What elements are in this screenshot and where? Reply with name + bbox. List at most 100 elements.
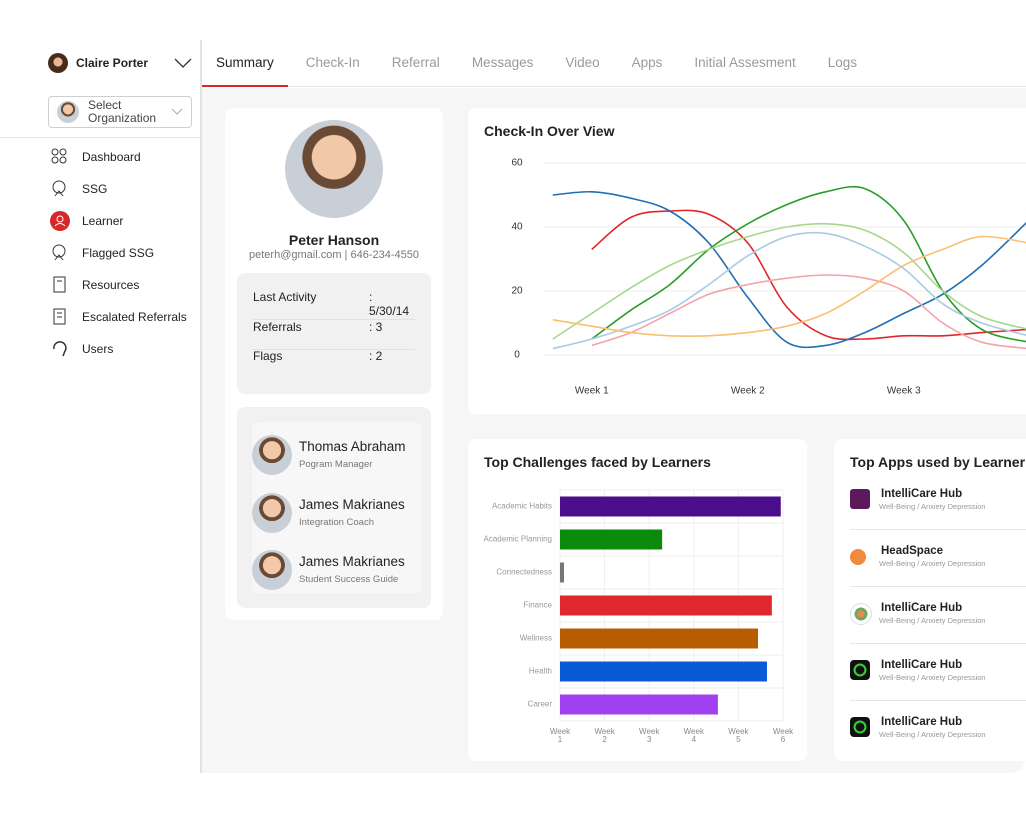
member-photo <box>252 435 292 475</box>
category-label: Finance <box>524 601 553 610</box>
member-role: Pogram Manager <box>299 459 373 470</box>
app-item[interactable]: IntelliCare Hub Well-Being / Anxiety Depr… <box>850 485 1026 515</box>
user-avatar <box>48 53 68 73</box>
stat-value: : 5/30/14 <box>369 290 410 318</box>
y-tick-label: 0 <box>514 350 520 361</box>
y-tick-label: 40 <box>511 222 523 233</box>
nav-icon <box>50 211 70 231</box>
line-series <box>552 222 1026 340</box>
x-tick-label: Week 5 <box>728 727 749 744</box>
profile-name: Peter Hanson <box>288 232 380 248</box>
x-tick-label: Week 1 <box>549 727 571 744</box>
member-role: Student Success Guide <box>299 574 399 585</box>
team-box: Thomas Abraham Pogram Manager James Makria… <box>237 407 431 608</box>
nav-icon <box>53 308 66 325</box>
tab[interactable]: Initial Assesment <box>694 55 796 70</box>
app-item[interactable]: IntelliCare Hub Well-Being / Anxiety Depr… <box>850 656 1026 686</box>
bar <box>560 661 767 682</box>
nav-item[interactable]: Dashboard <box>0 145 200 169</box>
bar <box>560 529 663 550</box>
stat-label: Last Activity <box>253 290 317 304</box>
line-series <box>552 231 1026 350</box>
app-name: IntelliCare Hub <box>881 659 963 671</box>
nav-item[interactable]: Escalated Referrals <box>0 305 200 329</box>
chevron[interactable] <box>174 57 192 69</box>
category-label: Academic Habits <box>492 502 552 511</box>
nav-item[interactable]: Flagged SSG <box>0 241 200 265</box>
x-tick-label: Week 3 <box>639 727 660 744</box>
app-icon <box>850 603 872 625</box>
x-tick-label: Week 2 <box>594 727 615 744</box>
team-member: James Makrianes Student Success Guide <box>252 547 422 591</box>
app-name: IntelliCare Hub <box>881 602 963 614</box>
challenges-card: Top Challenges faced by Learners Academi… <box>468 439 807 761</box>
member-photo <box>252 492 292 533</box>
x-tick-label: Week 6 <box>772 727 794 744</box>
line-series <box>552 190 1026 349</box>
category-label: Wellness <box>520 634 552 643</box>
category-label: Career <box>528 700 553 709</box>
member-role: Integration Coach <box>299 516 374 528</box>
nav-label: Dashboard <box>82 150 141 164</box>
nav-item[interactable]: Users <box>0 337 200 361</box>
nav-icon <box>52 180 66 197</box>
member-photo <box>252 550 292 590</box>
tab[interactable]: Messages <box>471 55 534 70</box>
user-name[interactable]: Claire Porter <box>76 56 149 70</box>
bar <box>560 628 759 649</box>
app-desc: Well-Being / Anxiety Depression <box>879 502 986 511</box>
y-tick-label: 20 <box>511 286 523 297</box>
org-select-label: Select Organization <box>88 98 157 125</box>
tab[interactable]: Summary <box>202 40 288 87</box>
chevron <box>171 108 183 115</box>
category-label: Connectedness <box>496 568 552 577</box>
app-name: IntelliCare Hub <box>881 716 963 728</box>
profile-card: Peter Hanson peterh@gmail.com | 646-234-… <box>225 108 443 620</box>
x-tick-label: Week 2 <box>731 386 765 397</box>
nav-item[interactable]: SSG <box>0 177 200 201</box>
app-item[interactable]: HeadSpace Well-Being / Anxiety Depression <box>850 542 1026 572</box>
divider <box>850 643 1026 644</box>
nav-label: SSG <box>82 182 108 196</box>
line-series <box>591 209 1026 341</box>
app-item[interactable]: IntelliCare Hub Well-Being / Anxiety Depr… <box>850 599 1026 629</box>
app-desc: Well-Being / Anxiety Depression <box>879 673 986 682</box>
tab[interactable]: Logs <box>827 55 857 70</box>
app-item[interactable]: IntelliCare Hub Well-Being / Anxiety Depr… <box>850 713 1026 743</box>
nav-icon <box>51 148 67 164</box>
card-title: Top Apps used by Learner <box>850 454 1026 470</box>
tab[interactable]: Check-In <box>305 55 360 70</box>
app-desc: Well-Being / Anxiety Depression <box>879 730 986 739</box>
stat-value: : 3 <box>369 319 383 334</box>
tab[interactable]: Apps <box>631 55 663 70</box>
x-tick-label: Week 4 <box>683 727 704 744</box>
line-chart: 0 20 40 60 Week 1 Week 2 Week 3 <box>511 158 1026 397</box>
tab[interactable]: Referral <box>391 55 440 70</box>
chart-title: Check-In Over View <box>484 123 615 139</box>
x-tick-label: Week 3 <box>887 386 921 397</box>
nav-icon <box>52 244 66 261</box>
nav-label: Resources <box>82 278 140 292</box>
stats-box: Last Activity: 5/30/14 Referrals: 3 Flags:… <box>237 273 431 394</box>
tab-bar: Summary Check-In Referral Messages Video Apps… <box>202 40 871 87</box>
nav-item[interactable]: Learner <box>0 209 200 233</box>
line-series <box>591 185 1026 343</box>
stat-row: Last Activity : 5/30/14 <box>253 290 415 320</box>
member-name: James Makrianes <box>299 496 405 512</box>
org-select[interactable]: Select Organization <box>48 96 192 128</box>
y-tick-label: 60 <box>511 158 523 169</box>
divider <box>850 586 1026 587</box>
tab[interactable]: Video <box>565 55 600 70</box>
member-name: James Makrianes <box>299 554 405 569</box>
chart-title: Top Challenges faced by Learners <box>484 454 711 470</box>
bar <box>560 562 565 583</box>
bar <box>560 694 718 715</box>
nav-label: Flagged SSG <box>82 246 155 260</box>
app-name: IntelliCare Hub <box>881 488 963 500</box>
checkin-card: Check-In Over View 0 20 40 60 Week 1 Week 2 We… <box>468 108 1026 414</box>
nav-item[interactable]: Resources <box>0 273 200 297</box>
line-series <box>552 235 1026 337</box>
nav-icon <box>53 341 67 357</box>
team-list: Thomas Abraham Pogram Manager James Makria… <box>252 422 421 593</box>
